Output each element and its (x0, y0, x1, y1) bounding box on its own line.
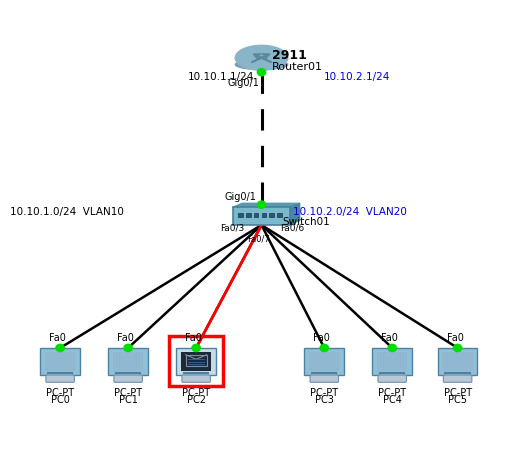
Text: Fa0/3: Fa0/3 (220, 223, 244, 232)
FancyBboxPatch shape (46, 375, 74, 382)
Text: Fa0: Fa0 (447, 332, 463, 342)
FancyBboxPatch shape (269, 213, 274, 217)
FancyBboxPatch shape (45, 353, 75, 371)
Text: PC-PT: PC-PT (114, 387, 142, 397)
Text: Gig0/1: Gig0/1 (227, 78, 259, 87)
Polygon shape (48, 373, 72, 376)
Text: Fa0: Fa0 (185, 332, 202, 342)
Text: PC2: PC2 (187, 394, 206, 404)
Polygon shape (233, 204, 300, 208)
FancyBboxPatch shape (176, 348, 216, 375)
Polygon shape (184, 373, 208, 376)
Text: 2911: 2911 (272, 49, 307, 61)
Text: 10.10.1.1/24: 10.10.1.1/24 (188, 72, 255, 82)
FancyBboxPatch shape (310, 375, 338, 382)
Text: PC3: PC3 (315, 394, 334, 404)
Text: PC-PT: PC-PT (378, 387, 406, 397)
Text: PC-PT: PC-PT (310, 387, 338, 397)
Circle shape (388, 345, 396, 352)
Circle shape (257, 202, 266, 209)
Text: Fa0: Fa0 (381, 332, 398, 342)
Text: PC5: PC5 (448, 394, 467, 404)
FancyBboxPatch shape (377, 353, 407, 371)
FancyBboxPatch shape (238, 213, 243, 217)
Text: PC-PT: PC-PT (444, 387, 472, 397)
Text: PC-PT: PC-PT (182, 387, 210, 397)
Ellipse shape (235, 46, 288, 71)
Polygon shape (446, 373, 470, 376)
Circle shape (124, 345, 132, 352)
Circle shape (56, 345, 64, 352)
Text: Switch01: Switch01 (282, 217, 330, 227)
FancyBboxPatch shape (182, 375, 210, 382)
Polygon shape (312, 373, 336, 376)
Circle shape (453, 345, 462, 352)
FancyBboxPatch shape (246, 213, 251, 217)
Polygon shape (290, 204, 300, 225)
FancyBboxPatch shape (181, 353, 211, 371)
FancyBboxPatch shape (254, 213, 258, 217)
Text: Fa0/7: Fa0/7 (247, 234, 270, 243)
Polygon shape (116, 373, 140, 376)
Text: PC4: PC4 (383, 394, 402, 404)
FancyBboxPatch shape (233, 208, 290, 225)
FancyBboxPatch shape (442, 353, 473, 371)
Ellipse shape (235, 60, 288, 70)
FancyBboxPatch shape (186, 355, 207, 367)
FancyBboxPatch shape (40, 348, 80, 375)
Text: Fa0/6: Fa0/6 (280, 223, 304, 232)
Circle shape (257, 69, 266, 77)
FancyBboxPatch shape (108, 348, 148, 375)
FancyBboxPatch shape (444, 375, 472, 382)
Text: Gig0/1: Gig0/1 (225, 192, 257, 202)
Text: 10.10.2.1/24: 10.10.2.1/24 (324, 72, 391, 82)
Text: PC0: PC0 (51, 394, 70, 404)
FancyBboxPatch shape (372, 348, 412, 375)
Text: 10.10.1.0/24  VLAN10: 10.10.1.0/24 VLAN10 (10, 207, 124, 217)
Text: 10.10.2.0/24  VLAN20: 10.10.2.0/24 VLAN20 (293, 207, 407, 217)
FancyBboxPatch shape (304, 348, 344, 375)
FancyBboxPatch shape (262, 213, 266, 217)
Circle shape (192, 345, 200, 352)
Text: Router01: Router01 (272, 62, 323, 72)
FancyBboxPatch shape (277, 213, 282, 217)
FancyBboxPatch shape (378, 375, 406, 382)
Text: Fa0: Fa0 (313, 332, 330, 342)
Text: PC1: PC1 (119, 394, 138, 404)
FancyBboxPatch shape (113, 353, 143, 371)
FancyBboxPatch shape (114, 375, 142, 382)
Polygon shape (380, 373, 404, 376)
Circle shape (320, 345, 328, 352)
Ellipse shape (235, 54, 288, 65)
Text: Fa0: Fa0 (117, 332, 134, 342)
FancyBboxPatch shape (309, 353, 339, 371)
FancyBboxPatch shape (438, 348, 477, 375)
Text: Fa0: Fa0 (49, 332, 66, 342)
Text: PC-PT: PC-PT (46, 387, 74, 397)
